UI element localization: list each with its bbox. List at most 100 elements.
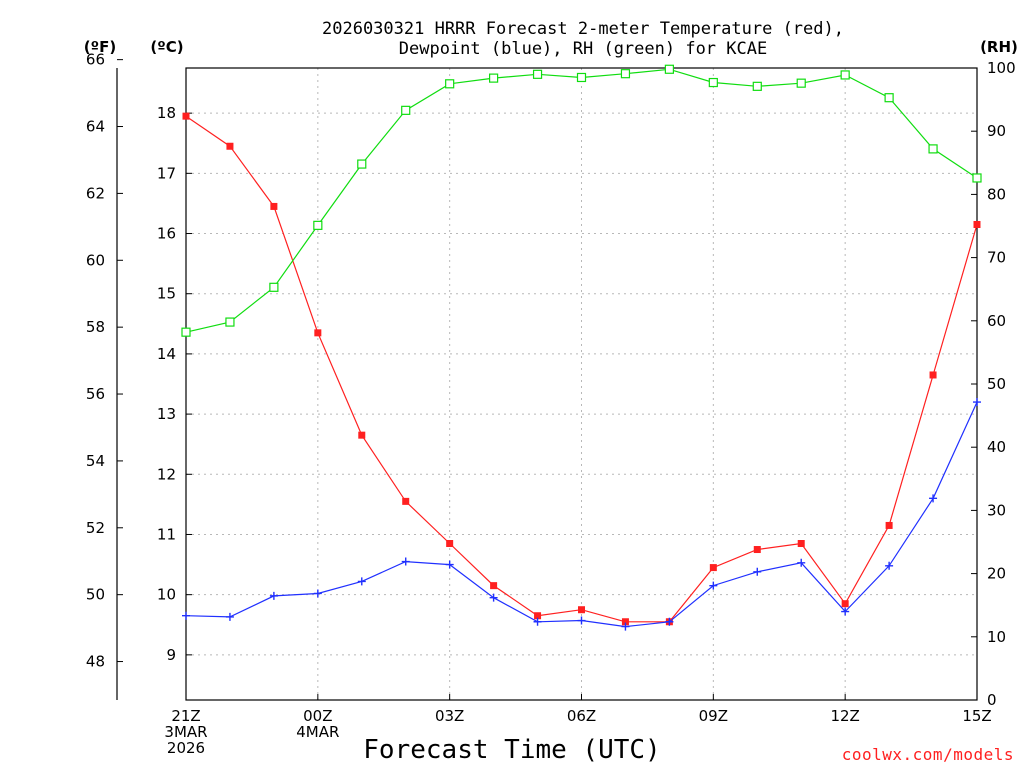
rh-point xyxy=(708,77,718,88)
rh-tick-label: 0 xyxy=(987,691,997,709)
dewpoint-point xyxy=(357,577,366,586)
x-tick-label: 06Z xyxy=(567,707,596,725)
celsius-tick-label: 16 xyxy=(157,225,176,243)
dewpoint-point xyxy=(797,558,806,567)
celsius-tick-label: 13 xyxy=(157,405,176,423)
2-meter-temperature-point xyxy=(621,618,629,626)
celsius-tick-label: 17 xyxy=(157,164,176,182)
rh-tick-label: 60 xyxy=(987,312,1006,330)
rh-tick-label: 80 xyxy=(987,185,1006,203)
2-meter-temperature-point xyxy=(534,612,542,620)
rh-tick-label: 100 xyxy=(987,59,1016,77)
rh-point xyxy=(445,79,455,89)
rh-point xyxy=(972,173,982,183)
dewpoint-point xyxy=(445,560,454,569)
rh-point xyxy=(884,93,894,103)
dewpoint-point xyxy=(269,591,278,600)
fahrenheit-tick-label: 60 xyxy=(86,251,105,269)
rh-tick-label: 30 xyxy=(987,501,1006,519)
2-meter-temperature-point xyxy=(885,521,893,529)
dewpoint-point xyxy=(621,622,630,631)
2-meter-temperature-point xyxy=(578,606,585,614)
credit-link[interactable]: coolwx.com/models xyxy=(842,745,1014,764)
2-meter-temperature-point xyxy=(973,220,981,228)
dewpoint-point xyxy=(665,617,674,626)
data-series xyxy=(181,64,982,631)
x-tick-label: 15Z xyxy=(962,707,991,725)
rh-point xyxy=(401,105,411,115)
plot-frame xyxy=(185,67,978,701)
chart-title-line-1: 2026030321 HRRR Forecast 2-meter Tempera… xyxy=(322,19,844,39)
rh-point xyxy=(225,317,235,327)
x-tick-label: 4MAR xyxy=(296,723,339,741)
chart-title-line-2: Dewpoint (blue), RH (green) for KCAE xyxy=(399,39,767,59)
celsius-tick-label: 10 xyxy=(157,586,176,604)
fahrenheit-tick-label: 52 xyxy=(86,519,105,537)
rh-point xyxy=(796,78,806,88)
celsius-tick-label: 9 xyxy=(166,646,176,664)
dewpoint-point xyxy=(313,589,322,598)
x-tick-label: 03Z xyxy=(435,707,464,725)
rh-point xyxy=(664,64,674,74)
fahrenheit-tick-label: 54 xyxy=(86,452,105,470)
rh-point xyxy=(357,159,367,169)
rh-point xyxy=(181,327,191,337)
axes: 48 50 52 54 56 58 60 62 64 66 9 10 11 12 13 14 15 16 17 18 0… xyxy=(86,51,1016,709)
x-tick-label: 12Z xyxy=(830,707,859,725)
dewpoint-point xyxy=(577,616,586,625)
dewpoint-point xyxy=(182,611,190,620)
dewpoint-point xyxy=(841,607,850,616)
x-tick-label: 21Z xyxy=(171,707,200,725)
gridlines xyxy=(186,68,977,700)
dewpoint-point xyxy=(973,398,981,407)
rh-point xyxy=(840,70,850,80)
rh-point xyxy=(313,220,323,230)
fahrenheit-tick-label: 66 xyxy=(86,51,105,69)
x-tick-label: 00Z xyxy=(303,707,332,725)
rh-point xyxy=(269,282,279,292)
2-meter-temperature-point xyxy=(182,112,190,120)
rh-tick-label: 70 xyxy=(987,249,1006,267)
dewpoint-point xyxy=(753,567,762,576)
rh-point xyxy=(752,81,762,91)
fahrenheit-tick-label: 58 xyxy=(86,318,105,336)
rh-point xyxy=(620,69,631,79)
2-meter-temperature-point xyxy=(314,329,322,337)
rh-point xyxy=(532,69,543,79)
fahrenheit-tick-label: 48 xyxy=(86,653,105,671)
2-meter-temperature-point xyxy=(709,564,717,572)
dewpoint-point xyxy=(225,612,234,621)
2-meter-temperature-point xyxy=(270,202,278,210)
rh-tick-label: 20 xyxy=(987,565,1006,583)
dewpoint-point xyxy=(401,557,410,566)
2-meter-temperature-point xyxy=(929,371,937,379)
celsius-tick-label: 18 xyxy=(157,104,176,122)
rh-tick-label: 40 xyxy=(987,438,1006,456)
x-tick-label: 09Z xyxy=(699,707,728,725)
celsius-tick-label: 15 xyxy=(157,285,176,303)
rh-tick-label: 90 xyxy=(987,122,1006,140)
dewpoint-point xyxy=(489,593,498,602)
fahrenheit-tick-label: 62 xyxy=(86,184,105,202)
x-tick-label: 2026 xyxy=(167,739,205,757)
2-meter-temperature-point xyxy=(797,540,805,548)
2-meter-temperature-point xyxy=(446,540,454,548)
rh-point xyxy=(489,73,499,83)
2-meter-temperature-point xyxy=(402,497,410,505)
dewpoint-point xyxy=(885,561,894,570)
2-meter-temperature-point xyxy=(226,142,234,150)
rh-point xyxy=(576,72,587,83)
2-meter-temperature-point xyxy=(358,431,366,439)
celsius-axis-label: (ºC) xyxy=(150,38,183,56)
dewpoint-point xyxy=(929,494,938,503)
celsius-tick-label: 11 xyxy=(157,525,176,543)
fahrenheit-tick-label: 56 xyxy=(86,385,105,403)
x-tick-label: 3MAR xyxy=(164,723,207,741)
fahrenheit-tick-label: 50 xyxy=(86,586,105,604)
rh-point xyxy=(928,144,938,154)
2-meter-temperature-point xyxy=(490,582,498,590)
2-meter-temperature-point xyxy=(753,546,761,554)
dewpoint-point xyxy=(533,617,542,626)
